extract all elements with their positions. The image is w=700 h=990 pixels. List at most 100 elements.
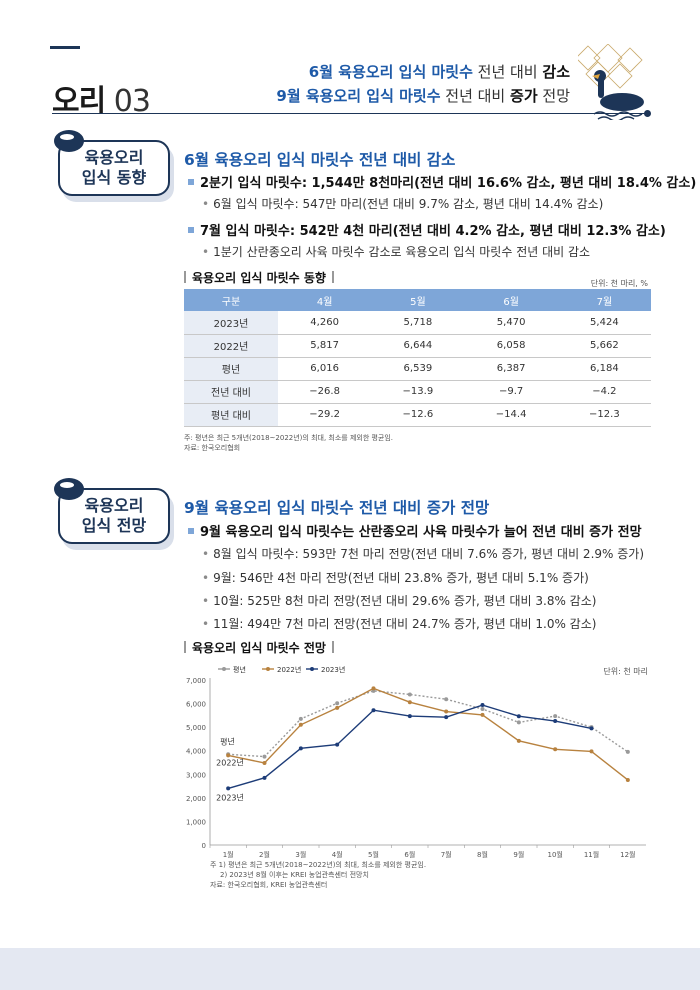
table-row: 평년 6,016 6,539 6,387 6,184 <box>184 357 651 381</box>
section2-sub2: 9월: 546만 4천 마리 전망(전년 대비 23.8% 증가, 평년 대비 … <box>202 569 589 586</box>
data-point <box>553 719 558 724</box>
footer-band <box>0 948 700 990</box>
duck-illustration-icon <box>578 44 644 120</box>
data-point <box>298 746 303 751</box>
table-cell: −4.2 <box>557 380 651 404</box>
header-divider-dot <box>644 110 651 117</box>
table-header-row: 구분 4월 5월 6월 7월 <box>184 289 651 311</box>
table-header-cell: 구분 <box>184 289 278 311</box>
table-title: 육용오리 입식 마릿수 동향 <box>184 269 334 286</box>
series-line <box>228 687 629 781</box>
x-tick-label: 7월 <box>441 850 452 859</box>
data-point <box>589 726 594 731</box>
section1-badge: 육용오리 입식 동향 <box>54 130 174 202</box>
section2-badge-line2: 입식 전망 <box>81 516 147 535</box>
section1-bullet2: 7월 입식 마릿수: 542만 4천 마리(전년 대비 4.2% 감소, 평년 … <box>188 220 666 239</box>
data-point <box>444 709 449 714</box>
table-cell: 5,470 <box>464 311 558 335</box>
table-cell: 5,424 <box>557 311 651 335</box>
legend-label: 2023년 <box>321 665 345 674</box>
table-cell: 5,817 <box>278 334 372 358</box>
data-point <box>262 760 267 765</box>
section1-sub1: 6월 입식 마릿수: 547만 마리(전년 대비 9.7% 감소, 평년 대비 … <box>202 195 603 212</box>
data-point <box>407 714 412 719</box>
duck-head-icon <box>54 478 84 500</box>
y-tick-label: 3,000 <box>186 771 206 779</box>
data-point <box>480 703 485 708</box>
x-tick-label: 3월 <box>295 850 306 859</box>
data-point <box>625 749 630 754</box>
table-cell: 6,184 <box>557 357 651 381</box>
data-point <box>625 777 630 782</box>
y-tick-label: 4,000 <box>186 748 206 756</box>
data-point <box>226 753 231 758</box>
y-tick-label: 1,000 <box>186 818 206 826</box>
line-label: 2022년 <box>216 757 244 767</box>
data-point <box>553 747 558 752</box>
table-header-cell: 7월 <box>557 289 651 311</box>
section1-title: 6월 육용오리 입식 마릿수 전년 대비 감소 <box>184 151 456 169</box>
table-header-cell: 5월 <box>371 289 465 311</box>
table-cell: 6,016 <box>278 357 372 381</box>
table-cell: 평년 대비 <box>184 403 278 427</box>
legend-marker <box>266 667 270 671</box>
data-point <box>407 692 412 697</box>
x-tick-label: 8월 <box>477 850 488 859</box>
section1-bullet1: 2분기 입식 마릿수: 1,544만 8천마리(전년 대비 16.6% 감소, … <box>188 172 696 191</box>
chart-note2: 2) 2023년 8월 이후는 KREI 농업관측센터 전망치 <box>220 871 369 879</box>
data-point <box>480 712 485 717</box>
table-cell: −13.9 <box>371 380 465 404</box>
data-point <box>480 706 485 711</box>
table-cell: 평년 <box>184 357 278 381</box>
headline2-mid: 전년 대비 <box>440 87 511 105</box>
x-tick-label: 1월 <box>223 850 234 859</box>
x-tick-label: 2월 <box>259 850 270 859</box>
table-cell: −12.3 <box>557 403 651 427</box>
chart-title: 육용오리 입식 마릿수 전망 <box>184 639 334 656</box>
headline1-end: 감소 <box>542 63 570 81</box>
data-point <box>298 722 303 727</box>
y-tick-label: 6,000 <box>186 701 206 709</box>
y-tick-label: 5,000 <box>186 724 206 732</box>
section2-badge-line1: 육용오리 <box>84 496 144 515</box>
section1-badge-line1: 육용오리 <box>84 148 144 167</box>
table-row: 2022년 5,817 6,644 6,058 5,662 <box>184 334 651 358</box>
data-point <box>516 720 521 725</box>
section2-sub4: 11월: 494만 7천 마리 전망(전년 대비 24.7% 증가, 평년 대비… <box>202 615 596 632</box>
section1-sub2: 1분기 산란종오리 사육 마릿수 감소로 육용오리 입식 마릿수 전년 대비 감… <box>202 243 590 260</box>
header-divider <box>52 113 650 114</box>
stocking-table: 구분 4월 5월 6월 7월 2023년 4,260 5,718 5,470 5,424… <box>184 289 651 427</box>
section2-sub1: 8월 입식 마릿수: 593만 7천 마리 전망(전년 대비 7.6% 증가, … <box>202 545 644 562</box>
duck-head-icon <box>54 130 84 152</box>
stocking-forecast-chart: 0 1,000 2,000 3,000 4,000 5,000 6,000 7,000 1월 2월… <box>186 665 646 859</box>
series-line <box>228 690 629 758</box>
table-note: 주: 평년은 최근 5개년(2018~2022년)의 최대, 최소를 제외한 평… <box>184 434 394 442</box>
data-point <box>371 686 376 691</box>
section1-badge-line2: 입식 동향 <box>81 168 147 187</box>
table-row: 전년 대비 −26.8 −13.9 −9.7 −4.2 <box>184 380 651 404</box>
legend-label: 평년 <box>233 665 246 674</box>
x-tick-label: 4월 <box>332 850 343 859</box>
chart-unit: 단위: 천 마리 <box>603 667 648 676</box>
section2-title: 9월 육용오리 입식 마릿수 전년 대비 증가 전망 <box>184 499 490 517</box>
legend-label: 2022년 <box>277 665 301 674</box>
table-cell: 5,718 <box>371 311 465 335</box>
x-tick-label: 5월 <box>368 850 379 859</box>
data-point <box>444 715 449 720</box>
data-point <box>407 700 412 705</box>
table-cell: 2023년 <box>184 311 278 335</box>
headline2-end: 증가 <box>510 87 538 105</box>
data-point <box>335 742 340 747</box>
data-point <box>589 749 594 754</box>
chart-note1: 주 1) 평년은 최근 5개년(2018~2022년)의 최대, 최소를 제외한… <box>210 861 427 869</box>
table-unit: 단위: 천 마리, % <box>590 279 648 288</box>
data-point <box>516 714 521 719</box>
table-cell: −9.7 <box>464 380 558 404</box>
data-point <box>262 754 267 759</box>
table-cell: 2022년 <box>184 334 278 358</box>
table-cell: −26.8 <box>278 380 372 404</box>
x-tick-label: 10월 <box>547 850 562 859</box>
section2-bullet1: 9월 육용오리 입식 마릿수는 산란종오리 사육 마릿수가 늘어 전년 대비 증… <box>188 521 642 540</box>
section2-badge: 육용오리 입식 전망 <box>54 478 174 550</box>
y-tick-label: 2,000 <box>186 795 206 803</box>
